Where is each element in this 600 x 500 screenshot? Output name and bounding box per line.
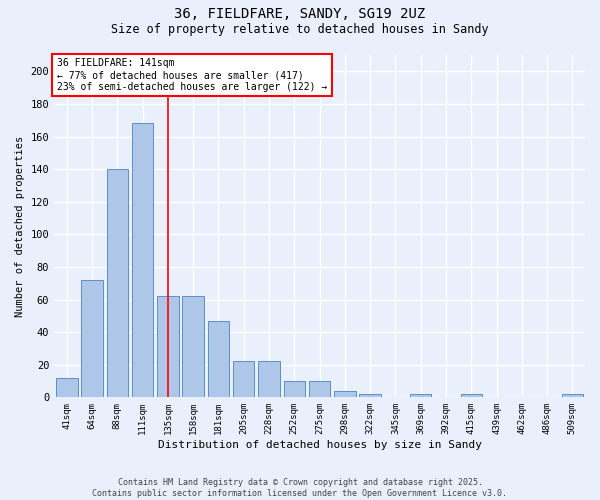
Bar: [157, 296, 179, 398]
Bar: [82, 280, 103, 398]
Bar: [107, 169, 128, 398]
Bar: [132, 124, 154, 398]
Bar: [258, 362, 280, 398]
Y-axis label: Number of detached properties: Number of detached properties: [15, 136, 25, 317]
Text: 36, FIELDFARE, SANDY, SG19 2UZ: 36, FIELDFARE, SANDY, SG19 2UZ: [175, 8, 425, 22]
Bar: [461, 394, 482, 398]
Bar: [309, 381, 331, 398]
Bar: [410, 394, 431, 398]
Bar: [233, 362, 254, 398]
Bar: [334, 391, 356, 398]
X-axis label: Distribution of detached houses by size in Sandy: Distribution of detached houses by size …: [158, 440, 482, 450]
Bar: [284, 381, 305, 398]
Text: Contains HM Land Registry data © Crown copyright and database right 2025.
Contai: Contains HM Land Registry data © Crown c…: [92, 478, 508, 498]
Text: 36 FIELDFARE: 141sqm
← 77% of detached houses are smaller (417)
23% of semi-deta: 36 FIELDFARE: 141sqm ← 77% of detached h…: [57, 58, 327, 92]
Bar: [359, 394, 381, 398]
Bar: [208, 320, 229, 398]
Bar: [562, 394, 583, 398]
Bar: [182, 296, 204, 398]
Bar: [56, 378, 77, 398]
Text: Size of property relative to detached houses in Sandy: Size of property relative to detached ho…: [111, 22, 489, 36]
